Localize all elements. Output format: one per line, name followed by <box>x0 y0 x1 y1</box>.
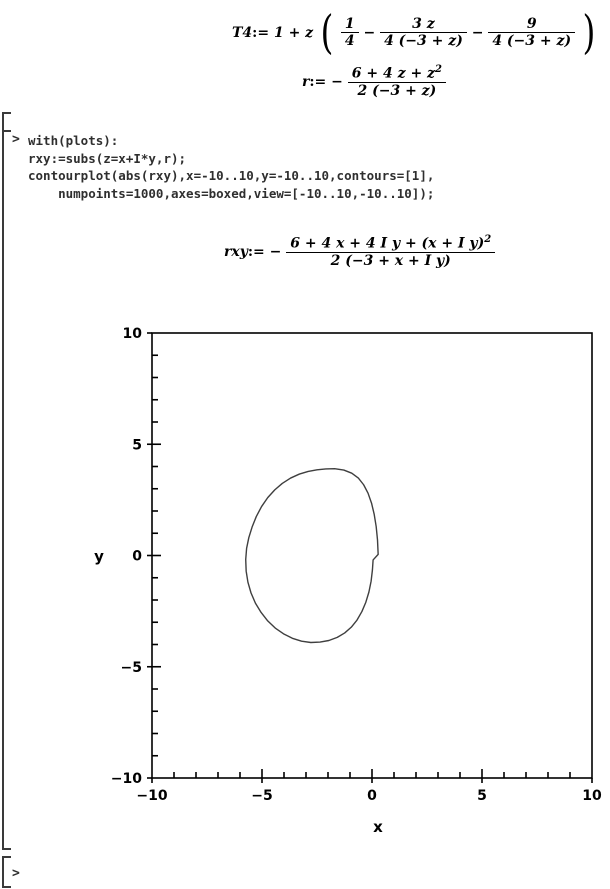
output-rxy-numerator: 6 + 4 x + 4 I y + (x + I y)2 <box>286 234 496 253</box>
output-r-name: r <box>302 74 310 91</box>
output-rxy-denominator: 2 (−3 + x + I y) <box>330 252 451 269</box>
execution-group-bracket-next <box>2 856 11 888</box>
output-t4: T4:= 1 + z ( 1 4 − 3 z 4 (−3 + z) − 9 4 … <box>232 5 598 59</box>
output-rxy-fraction: 6 + 4 x + 4 I y + (x + I y)2 2 (−3 + x +… <box>286 234 496 269</box>
y-tick-label: 5 <box>132 437 142 453</box>
output-t4-name: T4 <box>232 25 253 41</box>
output-rxy-numerator-base: 6 + 4 x + 4 I y + (x + I y) <box>290 235 485 252</box>
output-t4-op2: − <box>471 25 484 41</box>
next-input-prompt[interactable]: > <box>12 866 20 881</box>
output-t4-term2-den: 4 (−3 + z) <box>384 32 463 49</box>
output-t4-term2: 3 z 4 (−3 + z) <box>380 17 467 48</box>
x-tick-label: 5 <box>477 788 487 804</box>
output-t4-term3-den: 4 (−3 + z) <box>492 32 572 49</box>
output-r-fraction: 6 + 4 z + z2 2 (−3 + z) <box>347 64 446 99</box>
x-tick-label: 10 <box>582 788 602 804</box>
contour-curve <box>245 468 379 644</box>
output-r-sign: − <box>331 74 343 91</box>
output-t4-lead: 1 + z <box>273 25 314 41</box>
output-t4-term1: 1 4 <box>340 17 359 49</box>
output-r-numerator-exponent: 2 <box>435 64 442 75</box>
output-t4-term3: 9 4 (−3 + z) <box>488 17 576 49</box>
output-rxy-sign: − <box>269 244 282 261</box>
output-rxy: rxy:= − 6 + 4 x + 4 I y + (x + I y)2 2 (… <box>224 234 496 269</box>
output-r-assign: := <box>309 74 327 91</box>
output-rxy-assign: := <box>247 244 265 261</box>
plot-frame <box>151 332 593 779</box>
output-rxy-name: rxy <box>224 244 248 261</box>
output-rxy-numerator-exponent: 2 <box>484 234 492 245</box>
right-paren-icon: ) <box>582 5 596 59</box>
code-line-1[interactable]: with(plots): <box>28 133 119 148</box>
output-r: r:= − 6 + 4 z + z2 2 (−3 + z) <box>302 64 446 99</box>
y-axis-label: y <box>94 548 104 566</box>
output-r-numerator: 6 + 4 z + z2 <box>347 64 446 83</box>
input-prompt: > <box>12 132 20 147</box>
output-r-denominator: 2 (−3 + z) <box>357 82 437 99</box>
code-line-3[interactable]: contourplot(abs(rxy),x=-10..10,y=-10..10… <box>28 168 435 183</box>
x-tick-label: −10 <box>136 788 167 804</box>
output-t4-term2-num: 3 z <box>380 17 467 33</box>
output-t4-term3-num: 9 <box>488 17 576 33</box>
output-t4-assign: := <box>252 25 270 41</box>
left-paren-icon: ( <box>320 5 334 59</box>
code-line-2[interactable]: rxy:=subs(z=x+I*y,r); <box>28 150 187 166</box>
output-t4-op1: − <box>363 25 376 41</box>
output-t4-term1-den: 4 <box>344 32 355 49</box>
x-axis-label: x <box>373 818 383 836</box>
x-tick-label: 0 <box>367 788 377 804</box>
x-tick-label: −5 <box>251 788 272 804</box>
y-tick-label: −5 <box>121 660 142 676</box>
output-r-numerator-base: 6 + 4 z + z <box>351 65 435 82</box>
y-tick-label: −10 <box>111 771 142 787</box>
output-t4-term1-num: 1 <box>340 17 359 33</box>
code-line-4[interactable]: numpoints=1000,axes=boxed,view=[-10..10,… <box>28 185 435 201</box>
y-tick-label: 0 <box>132 549 142 565</box>
y-tick-label: 10 <box>123 326 143 342</box>
execution-group-bracket-input <box>2 130 11 850</box>
